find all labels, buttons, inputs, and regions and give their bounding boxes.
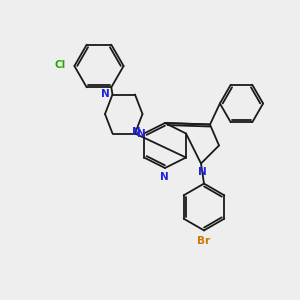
Text: N: N xyxy=(198,167,207,177)
Text: N: N xyxy=(132,127,141,137)
Text: Br: Br xyxy=(197,236,211,246)
Text: N: N xyxy=(101,89,110,99)
Text: Cl: Cl xyxy=(54,59,65,70)
Text: N: N xyxy=(137,129,146,139)
Text: N: N xyxy=(160,172,169,182)
